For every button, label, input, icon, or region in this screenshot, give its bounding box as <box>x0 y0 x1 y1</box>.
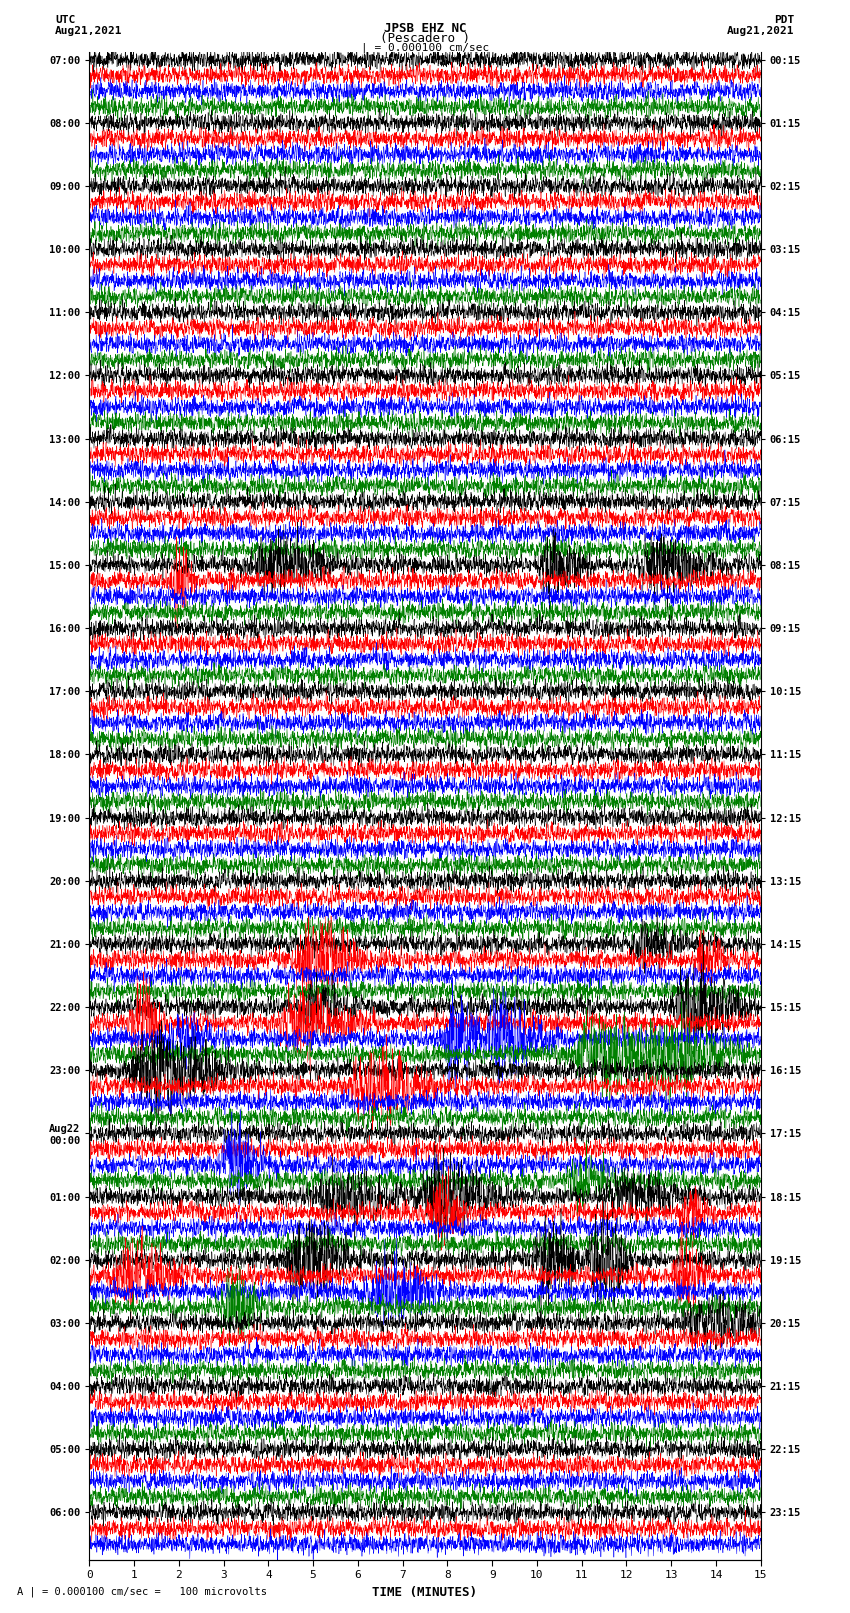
Text: A | = 0.000100 cm/sec =   100 microvolts: A | = 0.000100 cm/sec = 100 microvolts <box>17 1586 267 1597</box>
Text: (Pescadero ): (Pescadero ) <box>380 32 470 45</box>
Text: UTC: UTC <box>55 16 76 26</box>
Text: | = 0.000100 cm/sec: | = 0.000100 cm/sec <box>361 44 489 53</box>
Text: PDT: PDT <box>774 16 795 26</box>
Text: JPSB EHZ NC: JPSB EHZ NC <box>383 23 467 35</box>
Text: Aug21,2021: Aug21,2021 <box>55 26 122 35</box>
X-axis label: TIME (MINUTES): TIME (MINUTES) <box>372 1586 478 1598</box>
Text: Aug21,2021: Aug21,2021 <box>728 26 795 35</box>
